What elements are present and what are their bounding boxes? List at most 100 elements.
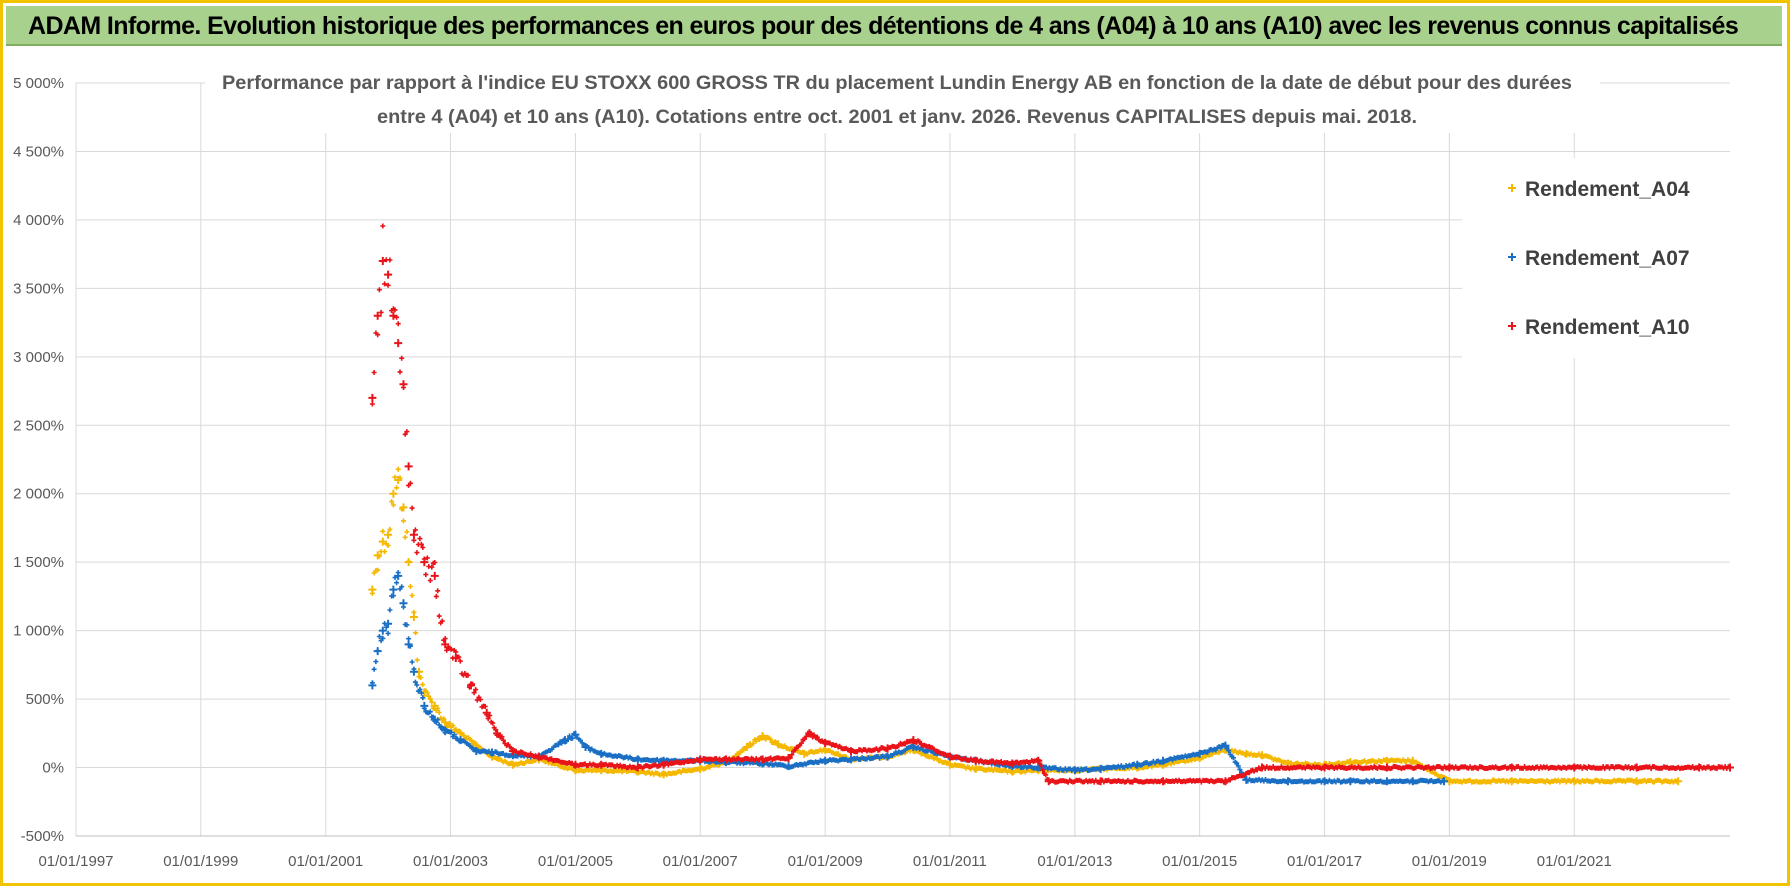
data-point	[1726, 763, 1734, 772]
data-point	[1570, 763, 1579, 772]
data-point	[1242, 749, 1251, 758]
data-point	[493, 729, 502, 738]
data-point	[1346, 758, 1355, 767]
data-point	[456, 736, 465, 745]
x-tick-label: 01/01/2005	[538, 853, 613, 870]
data-point	[389, 585, 398, 594]
chart-title-line-2: entre 4 (A04) et 10 ans (A10). Cotations…	[377, 107, 1417, 128]
data-point	[456, 729, 465, 738]
y-tick-label: 2 000%	[13, 486, 64, 503]
data-point	[1096, 777, 1105, 786]
data-point	[488, 748, 497, 757]
x-tick-label: 01/01/1999	[163, 853, 238, 870]
data-point	[430, 715, 439, 724]
data-point	[384, 619, 393, 628]
legend-marker	[1508, 184, 1516, 192]
data-point	[1320, 777, 1329, 786]
data-point	[945, 752, 954, 761]
data-point	[1008, 759, 1017, 768]
data-point	[1221, 741, 1230, 750]
data-point	[368, 585, 377, 594]
data-point	[846, 755, 855, 764]
data-point	[821, 745, 830, 754]
data-point	[399, 599, 408, 608]
data-point	[659, 760, 668, 769]
data-point	[1346, 777, 1355, 786]
data-point	[482, 708, 491, 717]
legend-item: Rendement_A07	[1508, 247, 1690, 270]
y-axis-tick-labels: 5 000% 4 500% 4 000% 3 500% 3 000% 2 500% 2 00…	[13, 75, 64, 845]
data-point	[404, 558, 413, 567]
data-point	[394, 339, 403, 348]
data-point	[1570, 777, 1579, 786]
data-point	[378, 256, 387, 265]
chart-title-background	[205, 63, 1600, 133]
x-tick-label: 01/01/1997	[38, 853, 113, 870]
data-point	[404, 640, 413, 649]
data-point	[384, 530, 393, 539]
legend-label: Rendement_A07	[1525, 247, 1690, 270]
y-tick-label: 3 500%	[13, 280, 64, 297]
data-point	[758, 732, 767, 741]
data-point	[1159, 777, 1168, 786]
data-point	[1382, 763, 1391, 772]
data-point	[1632, 763, 1641, 772]
y-tick-label: 5 000%	[13, 75, 64, 92]
data-point	[846, 747, 855, 756]
y-tick-label: 2 500%	[13, 417, 64, 434]
data-point	[659, 770, 668, 779]
data-point	[805, 729, 814, 738]
x-tick-label: 01/01/2013	[1037, 853, 1112, 870]
data-point	[430, 571, 439, 580]
data-point	[466, 681, 475, 690]
data-point	[633, 755, 642, 764]
data-point	[373, 647, 382, 656]
data-point	[409, 667, 418, 676]
data-point	[722, 755, 731, 764]
chart-title-line-1: Performance par rapport à l'indice EU ST…	[222, 73, 1572, 94]
legend-label: Rendement_A10	[1525, 316, 1690, 339]
data-point	[1096, 764, 1105, 773]
y-tick-label: 500%	[26, 691, 64, 708]
y-tick-label: 4 000%	[13, 212, 64, 229]
data-point	[1070, 766, 1079, 775]
data-point	[784, 762, 793, 771]
data-point	[373, 311, 382, 320]
data-point	[883, 752, 892, 761]
y-tick-label: 3 000%	[13, 349, 64, 366]
data-point	[404, 462, 413, 471]
y-tick-label: 1 000%	[13, 623, 64, 640]
data-point	[1408, 756, 1417, 765]
data-point	[909, 743, 918, 752]
data-point	[378, 537, 387, 546]
data-point	[1408, 777, 1417, 786]
data-point	[409, 530, 418, 539]
data-point	[389, 311, 398, 320]
data-point	[633, 763, 642, 772]
data-point	[441, 718, 450, 727]
data-point	[389, 489, 398, 498]
data-point	[1674, 777, 1683, 786]
data-point	[1221, 777, 1230, 786]
data-point	[1440, 777, 1449, 786]
data-point	[1382, 777, 1391, 786]
series-rendement-a10	[368, 223, 1734, 786]
data-point	[1695, 763, 1704, 772]
data-point	[1044, 777, 1053, 786]
chart-legend: Rendement_A04 Rendement_A07 Rendement_A10	[1462, 158, 1730, 358]
data-point	[742, 743, 751, 752]
legend-label: Rendement_A04	[1525, 178, 1690, 201]
x-tick-label: 01/01/2003	[413, 853, 488, 870]
data-point	[696, 755, 705, 764]
y-tick-label: 4 500%	[13, 143, 64, 160]
legend-item: Rendement_A04	[1508, 178, 1690, 201]
y-tick-label: 1 500%	[13, 554, 64, 571]
x-tick-label: 01/01/2011	[913, 853, 987, 870]
banner-title: ADAM Informe. Evolution historique des p…	[6, 6, 1782, 46]
series-markers	[369, 466, 1680, 785]
data-point	[441, 726, 450, 735]
legend-background	[1462, 158, 1730, 358]
legend-marker	[1508, 253, 1516, 261]
